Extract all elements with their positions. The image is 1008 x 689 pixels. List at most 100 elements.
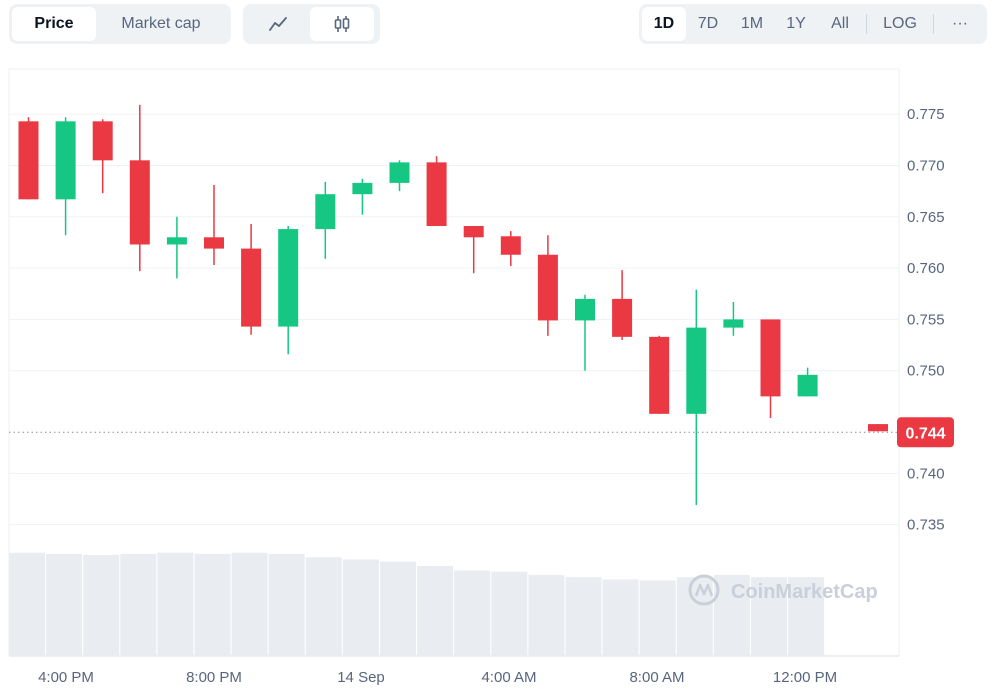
candle-down — [649, 335, 670, 414]
range-1y-button[interactable]: 1Y — [786, 15, 806, 32]
chart-type-toggle — [243, 4, 380, 44]
time-range-toggle: 1D 7D 1M 1Y All LOG ··· — [639, 4, 987, 44]
candle-body — [426, 162, 447, 227]
candle-up — [55, 117, 76, 236]
volume-bar — [602, 579, 639, 656]
candle-down — [426, 156, 447, 227]
volume-bar — [713, 574, 750, 656]
x-tick-label: 8:00 AM — [629, 669, 684, 686]
candle-body — [55, 121, 76, 200]
candle-body — [204, 237, 224, 249]
candle-down — [92, 119, 113, 194]
candle-up — [352, 178, 373, 215]
candle-body — [612, 298, 633, 337]
candle-body — [649, 336, 670, 414]
candle-body — [868, 424, 888, 432]
volume-bar — [83, 554, 120, 656]
candle-body — [686, 327, 707, 414]
candle-down — [129, 104, 150, 272]
price-tab[interactable]: Price — [12, 7, 96, 41]
x-tick-label: 14 Sep — [337, 669, 385, 686]
volume-bar — [528, 574, 565, 656]
volume-bar — [491, 571, 528, 656]
x-tick-label: 4:00 PM — [38, 669, 94, 686]
volume-bar — [788, 577, 825, 656]
candle-body — [723, 319, 744, 328]
volume-bar — [305, 557, 342, 656]
y-tick-label: 0.760 — [907, 260, 945, 277]
volume-bar — [417, 566, 454, 656]
candle-down — [537, 235, 558, 336]
candle-down — [612, 270, 633, 340]
y-tick-label: 0.750 — [907, 363, 945, 380]
more-options-button[interactable]: ··· — [952, 15, 968, 32]
candlestick-button[interactable] — [310, 7, 374, 41]
candle-up — [389, 160, 410, 192]
candle-body — [278, 229, 299, 327]
candle-down — [18, 117, 39, 200]
range-all-button[interactable]: All — [831, 15, 849, 32]
candle-body — [352, 182, 373, 195]
coinmarketcap-logo-icon — [688, 574, 720, 606]
grid-lines — [8, 68, 900, 657]
market-cap-tab[interactable]: Market cap — [121, 15, 201, 32]
axes: 0.775 0.770 0.765 0.760 0.755 0.750 0.740 0.735… — [9, 106, 954, 686]
volume-bar — [268, 553, 305, 656]
candle-up — [797, 367, 818, 397]
volume-bar — [380, 561, 416, 656]
volume-bar — [194, 553, 231, 656]
candle-down — [241, 223, 262, 335]
candle-up — [315, 181, 336, 259]
metric-toggle: Price Market cap — [9, 4, 231, 44]
candle-up — [166, 216, 187, 279]
candlesticks — [18, 104, 888, 506]
candle-down — [204, 184, 224, 266]
x-tick-label: 4:00 AM — [481, 669, 536, 686]
candle-down — [500, 231, 521, 267]
candle-body — [92, 121, 113, 161]
volume-bars — [9, 552, 825, 656]
candlestick-icon — [334, 16, 350, 32]
candle-up — [278, 226, 299, 355]
y-tick-label: 0.740 — [907, 465, 945, 482]
candle-down — [760, 319, 781, 418]
volume-bar — [157, 552, 194, 656]
current-price-tag — [897, 417, 954, 448]
candle-body — [463, 226, 484, 238]
watermark: CoinMarketCap — [688, 574, 878, 606]
watermark-text: CoinMarketCap — [731, 581, 878, 603]
range-1m-button[interactable]: 1M — [740, 15, 764, 32]
candle-body — [166, 237, 187, 245]
x-tick-label: 8:00 PM — [186, 669, 242, 686]
y-tick-label: 0.765 — [907, 209, 945, 226]
candle-down — [463, 226, 484, 274]
candle-body — [389, 162, 410, 183]
range-1d-button[interactable]: 1D — [642, 7, 686, 41]
line-chart-icon — [269, 17, 287, 31]
volume-bar — [231, 552, 268, 656]
candle-up — [686, 289, 707, 506]
candle-body — [500, 236, 521, 255]
volume-bar — [46, 553, 83, 656]
volume-bar — [342, 559, 379, 656]
candle-body — [760, 319, 781, 397]
line-chart-button[interactable] — [246, 7, 310, 41]
y-tick-label: 0.735 — [907, 517, 945, 534]
candle-body — [537, 254, 558, 321]
volume-bar — [9, 552, 45, 656]
candle-body — [241, 248, 262, 327]
y-tick-label: 0.770 — [907, 157, 945, 174]
x-tick-label: 12:00 PM — [773, 669, 837, 686]
volume-bar — [120, 553, 157, 656]
candle-body — [797, 374, 818, 397]
toolbar-divider — [866, 14, 867, 34]
candle-body — [575, 298, 595, 321]
volume-bar — [565, 577, 602, 656]
candle-body — [18, 121, 39, 200]
candle-up — [575, 294, 595, 371]
volume-bar — [751, 577, 787, 656]
range-7d-button[interactable]: 7D — [697, 15, 719, 32]
candle-body — [129, 160, 150, 245]
log-scale-button[interactable]: LOG — [883, 15, 917, 32]
